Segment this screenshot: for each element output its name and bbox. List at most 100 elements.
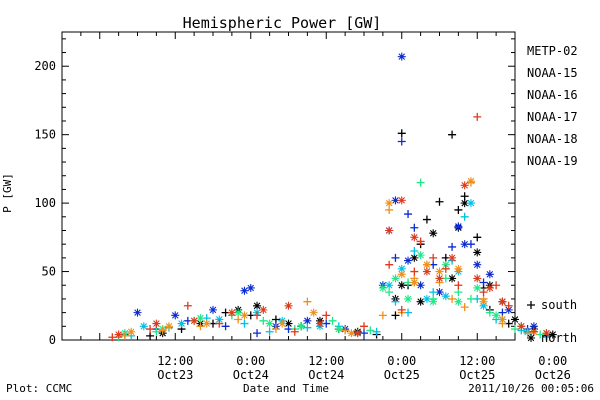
point-south (397, 305, 406, 314)
point-south (303, 323, 312, 332)
point-north (177, 319, 186, 328)
point-south (385, 205, 394, 214)
point-south (448, 294, 457, 303)
point-north (215, 315, 224, 324)
point-south (527, 301, 535, 309)
point-north (416, 297, 425, 306)
point-south (240, 319, 249, 328)
point-north (410, 233, 419, 242)
y-axis-label: P [GW] (1, 173, 14, 213)
point-north (454, 264, 463, 273)
point-south (410, 267, 419, 276)
point-north (517, 322, 526, 331)
point-south (221, 322, 230, 331)
point-north (441, 260, 450, 269)
point-south (429, 253, 438, 262)
point-south (120, 331, 129, 340)
point-south (504, 301, 513, 310)
y-tick-label: 150 (34, 128, 56, 142)
point-south (479, 288, 488, 297)
point-north (397, 264, 406, 273)
point-north (460, 199, 469, 208)
point-north (391, 274, 400, 283)
chart-title: Hemispheric Power [GW] (183, 14, 382, 32)
point-north (397, 52, 406, 61)
legend-entry: NOAA-16 (527, 88, 578, 102)
point-south (146, 325, 155, 334)
point-south (479, 278, 488, 287)
point-north (284, 301, 293, 310)
point-north (378, 283, 387, 292)
point-north (315, 319, 324, 328)
series-noaa-16 (127, 199, 551, 342)
point-south (460, 212, 469, 221)
point-north (416, 281, 425, 290)
point-south (422, 215, 431, 224)
x-tick-time: 0:00 (387, 354, 416, 368)
x-axis-label: Date and Time (243, 382, 329, 395)
point-north (152, 319, 161, 328)
point-south (466, 294, 475, 303)
point-north (473, 260, 482, 269)
x-tick-date: Oct23 (157, 368, 193, 382)
point-south (435, 197, 444, 206)
legend-entry: NOAA-15 (527, 66, 578, 80)
point-south (397, 137, 406, 146)
point-north (309, 308, 318, 317)
point-south (322, 311, 331, 320)
data-points (108, 52, 557, 342)
point-south (460, 192, 469, 201)
point-north (485, 270, 494, 279)
series-noaa-15 (120, 52, 551, 340)
point-north (297, 322, 306, 331)
point-north (548, 330, 557, 339)
point-south (416, 178, 425, 187)
legend-entry: NOAA-19 (527, 154, 578, 168)
point-north (397, 281, 406, 290)
point-south (454, 205, 463, 214)
point-south (341, 326, 350, 335)
point-south (183, 301, 192, 310)
point-north (397, 196, 406, 205)
point-north (466, 199, 475, 208)
point-south (391, 311, 400, 320)
point-north (190, 316, 199, 325)
point-north (454, 297, 463, 306)
point-north (435, 267, 444, 276)
point-north (473, 248, 482, 257)
point-north (385, 199, 394, 208)
point-south (523, 329, 532, 338)
point-north (303, 316, 312, 325)
point-south (410, 247, 419, 256)
x-tick-date: Oct25 (459, 368, 495, 382)
x-tick-date: Oct25 (384, 368, 420, 382)
point-south (360, 322, 368, 331)
point-south (271, 325, 280, 334)
point-south (158, 326, 167, 335)
point-north (511, 315, 519, 324)
point-south (511, 325, 519, 334)
point-north (422, 260, 431, 269)
series-metp-02 (146, 129, 557, 340)
point-south (410, 223, 419, 232)
y-tick-label: 100 (34, 196, 56, 210)
point-north (448, 274, 457, 283)
point-south (378, 311, 387, 320)
point-north (397, 270, 406, 279)
point-north (473, 274, 482, 283)
point-north (209, 305, 217, 314)
point-south (253, 311, 262, 320)
point-north (448, 253, 457, 262)
point-south (385, 288, 394, 297)
point-north (435, 274, 444, 283)
point-south (416, 237, 425, 246)
point-south (391, 253, 400, 262)
point-south (429, 288, 438, 297)
point-north (253, 301, 262, 310)
point-north (460, 181, 469, 190)
point-south (234, 315, 243, 324)
x-tick-time: 12:00 (308, 354, 344, 368)
y-tick-label: 200 (34, 59, 56, 73)
point-south (473, 233, 482, 242)
point-north (234, 308, 243, 317)
